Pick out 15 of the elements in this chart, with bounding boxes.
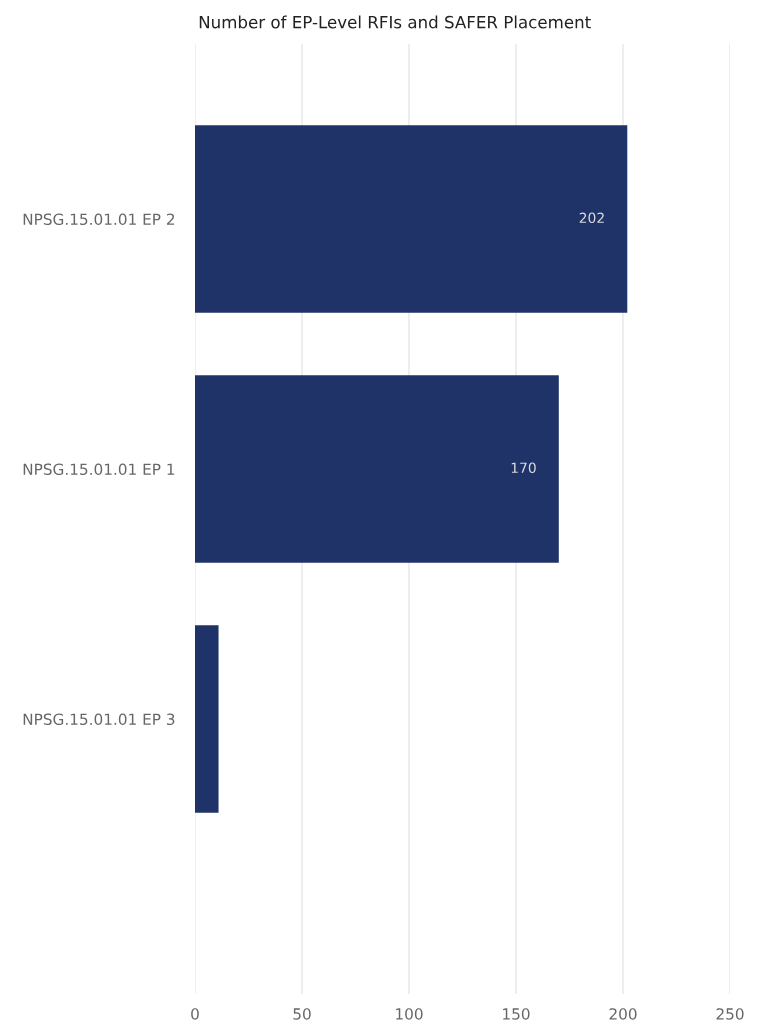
data-label: 202 [579,212,604,224]
bar [195,375,559,563]
bar [195,125,628,313]
bar [195,625,219,813]
x-tick-label: 50 [293,1008,311,1020]
x-tick-label: 100 [396,1008,423,1020]
y-tick-label: NPSG.15.01.01 EP 2 [23,213,175,226]
y-tick-label: NPSG.15.01.01 EP 3 [23,713,175,726]
chart-title: Number of EP-Level RFIs and SAFER Placement [199,15,591,29]
x-tick-label: 200 [609,1008,637,1020]
data-label: 170 [511,462,536,474]
y-tick-label: NPSG.15.01.01 EP 1 [23,463,175,476]
x-tick-label: 0 [191,1008,199,1020]
x-tick-label: 150 [503,1008,530,1020]
x-tick-label: 250 [716,1008,744,1020]
